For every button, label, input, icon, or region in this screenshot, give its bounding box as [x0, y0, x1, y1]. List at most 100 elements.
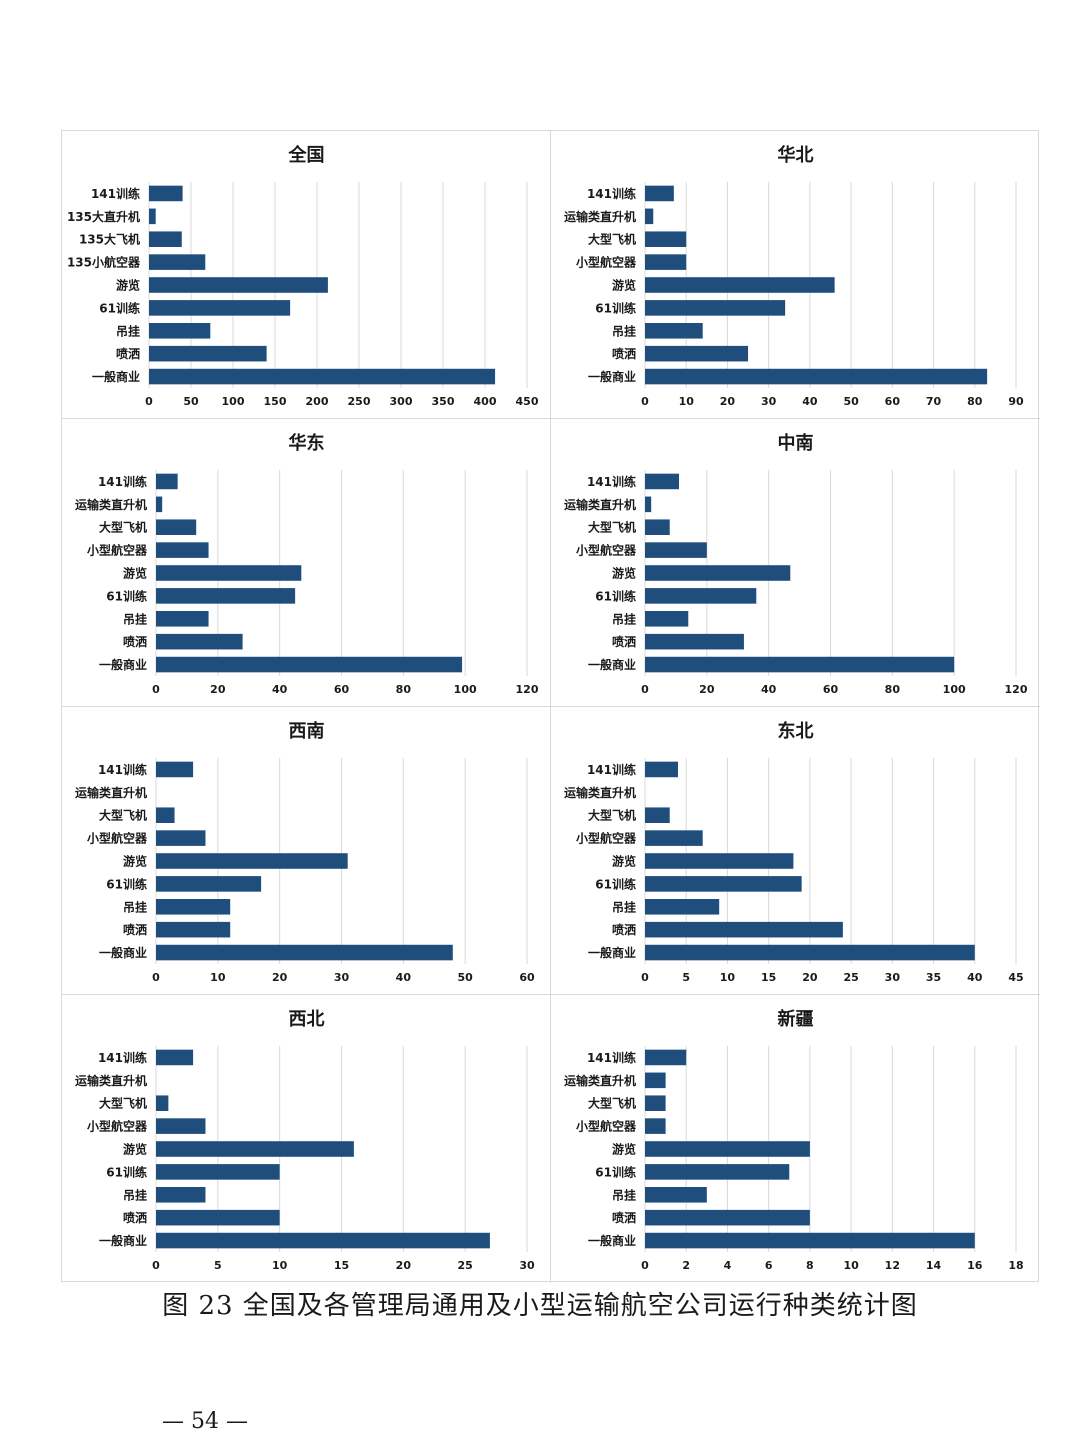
x-tick-label: 15: [761, 971, 776, 984]
category-label: 一般商业: [588, 945, 636, 960]
bar: [645, 1095, 666, 1112]
bar: [149, 345, 267, 362]
category-label: 61训练: [595, 300, 636, 315]
bar: [156, 1186, 206, 1203]
bar: [156, 656, 463, 673]
bar: [645, 610, 689, 627]
x-tick-label: 40: [396, 971, 412, 984]
chart-svg: 华北 0 10 20 30 40 50 60 70 80 90 141训练运输类直升机大型飞机小型航空…: [564, 144, 1024, 408]
x-tick-label: 60: [823, 683, 839, 696]
category-label: 61训练: [106, 588, 147, 603]
category-label: 喷洒: [123, 1210, 147, 1225]
category-label: 小型航空器: [87, 831, 148, 846]
x-tick-label: 10: [679, 395, 695, 408]
chart-title: 西北: [289, 1009, 325, 1030]
x-tick-label: 350: [432, 395, 455, 408]
bar: [156, 1141, 354, 1157]
x-tick-label: 150: [264, 395, 287, 408]
category-label: 喷洒: [612, 634, 636, 649]
x-tick-label: 10: [210, 971, 226, 984]
chart-title: 全国: [288, 144, 325, 166]
x-tick-label: 20: [396, 1259, 412, 1272]
figure-caption: 图 23 全国及各管理局通用及小型运输航空公司运行种类统计图: [162, 1291, 918, 1321]
bar: [149, 322, 211, 339]
category-label: 吊挂: [612, 323, 636, 338]
x-tick-label: 45: [1008, 971, 1023, 984]
x-tick-label: 30: [519, 1259, 535, 1272]
x-tick-label: 20: [210, 683, 226, 696]
bar: [645, 588, 757, 604]
category-label: 一般商业: [588, 369, 636, 384]
bar: [149, 254, 206, 270]
bar: [156, 807, 175, 824]
bar: [645, 254, 687, 270]
chart-title: 东北: [778, 720, 814, 742]
x-tick-label: 12: [885, 1259, 900, 1272]
x-tick-label: 10: [843, 1259, 859, 1272]
category-label: 吊挂: [123, 611, 147, 626]
x-tick-label: 80: [885, 683, 901, 696]
bar: [645, 1186, 707, 1203]
bar: [156, 830, 206, 846]
category-label: 运输类直升机: [75, 497, 147, 512]
x-tick-label: 60: [519, 971, 535, 984]
category-label: 61训练: [99, 300, 140, 315]
bar: [156, 898, 231, 915]
x-tick-label: 0: [152, 683, 160, 696]
bar: [645, 853, 794, 869]
category-label: 一般商业: [588, 1233, 636, 1248]
bar: [645, 921, 843, 938]
category-label: 141训练: [587, 762, 636, 777]
bar: [645, 1141, 810, 1157]
category-label: 吊挂: [612, 899, 636, 914]
x-tick-label: 35: [926, 971, 941, 984]
x-tick-label: 50: [843, 395, 859, 408]
category-label: 大型飞机: [99, 808, 147, 823]
bar: [645, 656, 955, 673]
chart-panel: 全国 0 50 100 150 200 250 300 350 400 450 141训练 135大直升…: [62, 131, 551, 419]
chart-title: 新疆: [778, 1008, 814, 1030]
x-tick-label: 16: [967, 1259, 983, 1272]
category-label: 135大飞机: [79, 232, 140, 247]
x-tick-label: 18: [1008, 1259, 1023, 1272]
bar: [156, 565, 302, 581]
bar: [156, 1095, 169, 1112]
bar: [149, 300, 291, 316]
category-label: 一般商业: [588, 657, 636, 672]
category-label: 小型航空器: [576, 1119, 637, 1134]
bar: [645, 633, 744, 650]
x-tick-label: 0: [641, 971, 649, 984]
x-tick-label: 250: [348, 395, 371, 408]
category-label: 大型飞机: [99, 1096, 147, 1111]
charts-grid: 全国 0 50 100 150 200 250 300 350 400 450 141训练 135大直升…: [61, 130, 1040, 1283]
category-label: 运输类直升机: [75, 1073, 147, 1088]
chart-panel: 新疆 0 2 4 6 8 10 12 14 16 18 141训练 运输类直升机 大型飞机 小型航空器 游览 6…: [551, 995, 1040, 1283]
category-label: 小型航空器: [576, 255, 637, 270]
bar: [645, 542, 707, 558]
x-tick-label: 450: [516, 395, 539, 408]
category-label: 游览: [123, 854, 147, 869]
chart-title: 华东: [289, 432, 325, 454]
x-tick-label: 5: [214, 1259, 222, 1272]
x-tick-label: 80: [967, 395, 983, 408]
category-label: 141训练: [587, 1050, 636, 1065]
x-tick-label: 6: [765, 1259, 773, 1272]
bar: [156, 519, 197, 536]
x-tick-label: 40: [967, 971, 983, 984]
category-label: 吊挂: [612, 1187, 636, 1202]
x-tick-label: 10: [720, 971, 736, 984]
x-tick-label: 120: [1005, 683, 1028, 696]
bar: [156, 542, 209, 558]
category-label: 游览: [123, 1142, 147, 1157]
bar: [156, 1118, 206, 1134]
category-label: 小型航空器: [576, 543, 637, 558]
bar: [645, 565, 791, 581]
x-tick-label: 20: [720, 395, 736, 408]
x-tick-label: 100: [943, 683, 966, 696]
category-label: 游览: [116, 278, 140, 293]
bar: [149, 368, 496, 385]
x-tick-label: 14: [926, 1259, 942, 1272]
category-label: 喷洒: [612, 346, 636, 361]
bar: [645, 1049, 687, 1066]
